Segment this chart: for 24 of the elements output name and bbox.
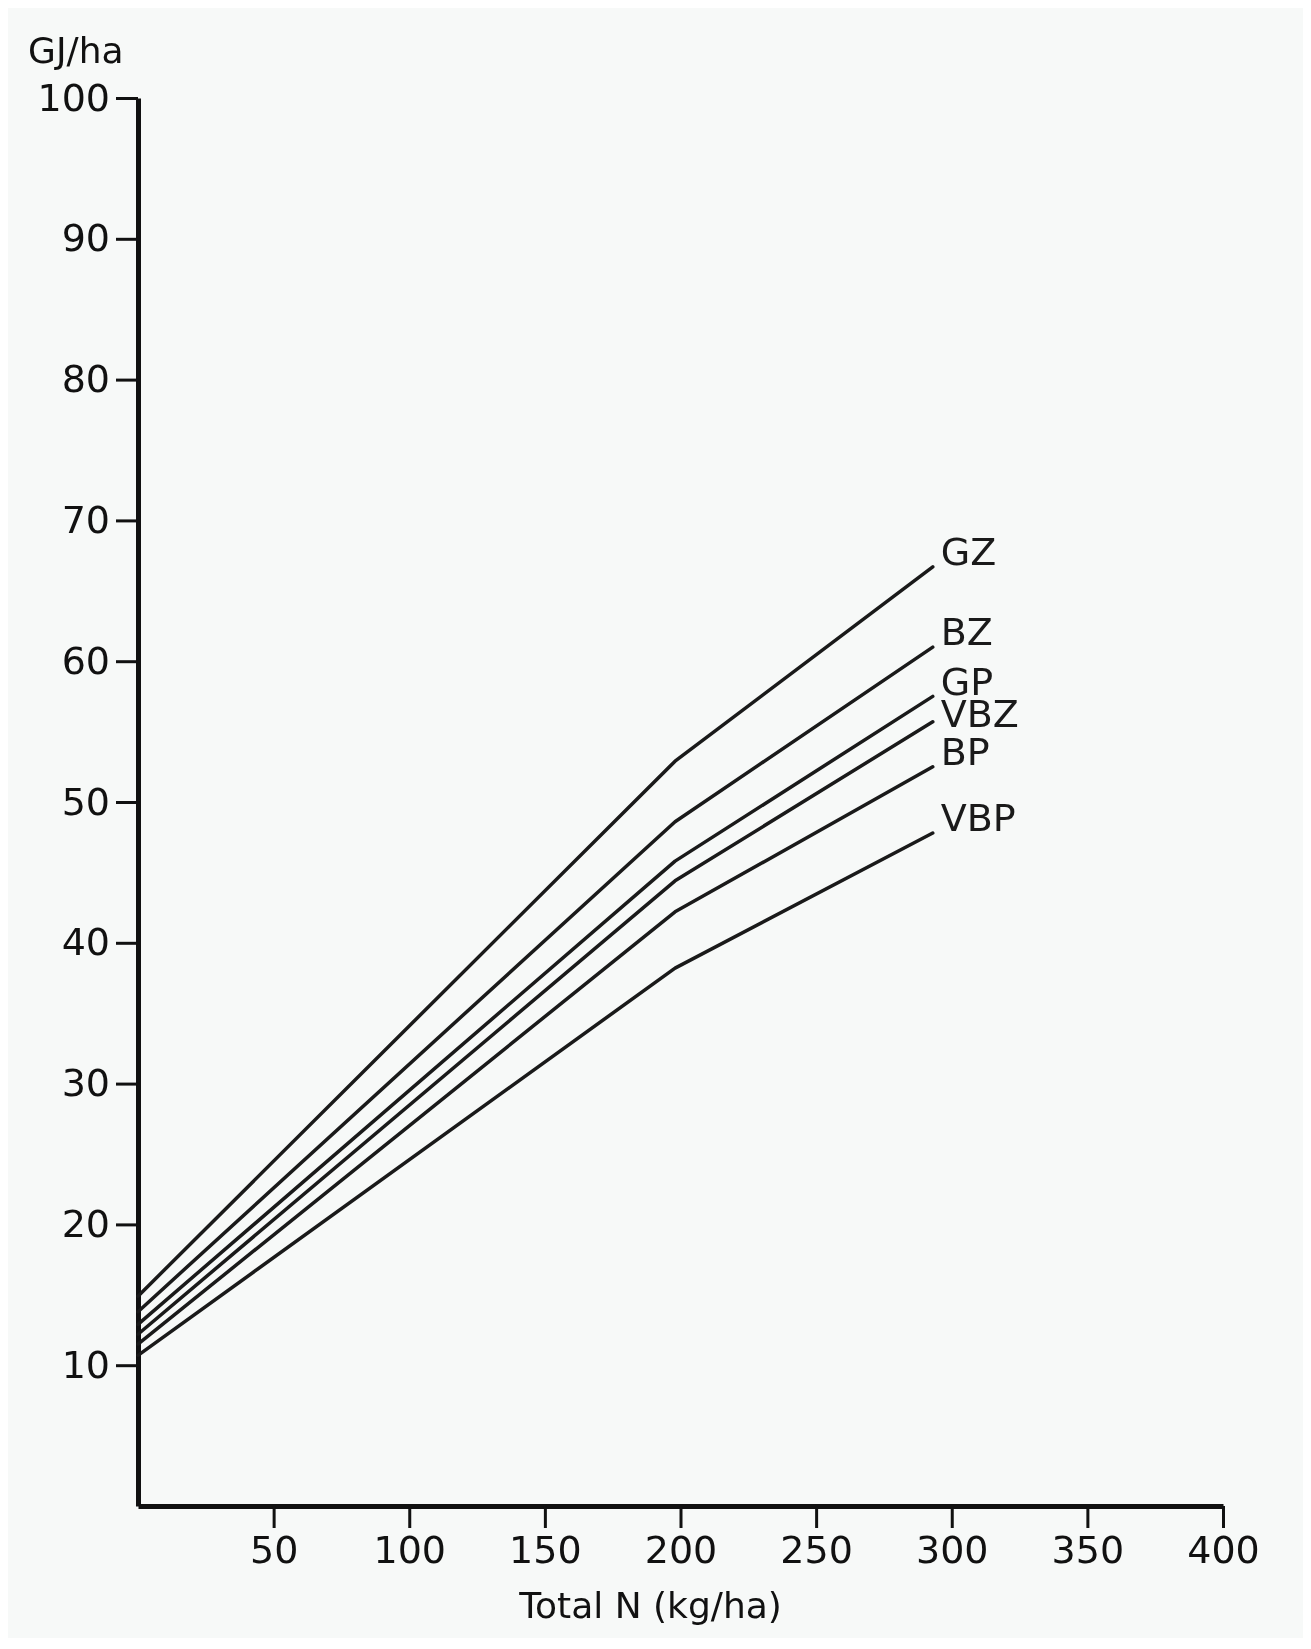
- y-tick-label: 90: [61, 216, 110, 261]
- y-tick-label: 50: [61, 779, 110, 824]
- y-tick-label: 20: [61, 1202, 110, 1247]
- x-tick-label: 250: [780, 1527, 853, 1572]
- x-tick-label: 350: [1051, 1527, 1125, 1572]
- x-tick-label: 300: [915, 1527, 989, 1572]
- x-tick-label: 400: [1187, 1527, 1260, 1572]
- y-tick-label: 60: [61, 638, 110, 683]
- series-label: BZ: [940, 610, 993, 655]
- y-tick-label: 40: [61, 920, 110, 965]
- series-label: GZ: [940, 529, 997, 574]
- x-tick-label: 150: [509, 1527, 582, 1572]
- y-tick-label: 10: [61, 1342, 110, 1387]
- x-tick-label: 200: [644, 1527, 718, 1572]
- x-tick-label: 100: [373, 1527, 447, 1572]
- y-tick-label: 30: [61, 1061, 110, 1106]
- y-tick-label: 70: [61, 498, 110, 543]
- x-tick-label: 50: [249, 1527, 299, 1572]
- y-tick-label: 80: [61, 357, 110, 402]
- x-axis-title: Total N (kg/ha): [518, 1585, 782, 1626]
- series-label: VBP: [940, 796, 1016, 841]
- y-axis-title: GJ/ha: [28, 30, 124, 71]
- series-label: BP: [940, 729, 990, 774]
- y-tick-label: 100: [37, 75, 110, 120]
